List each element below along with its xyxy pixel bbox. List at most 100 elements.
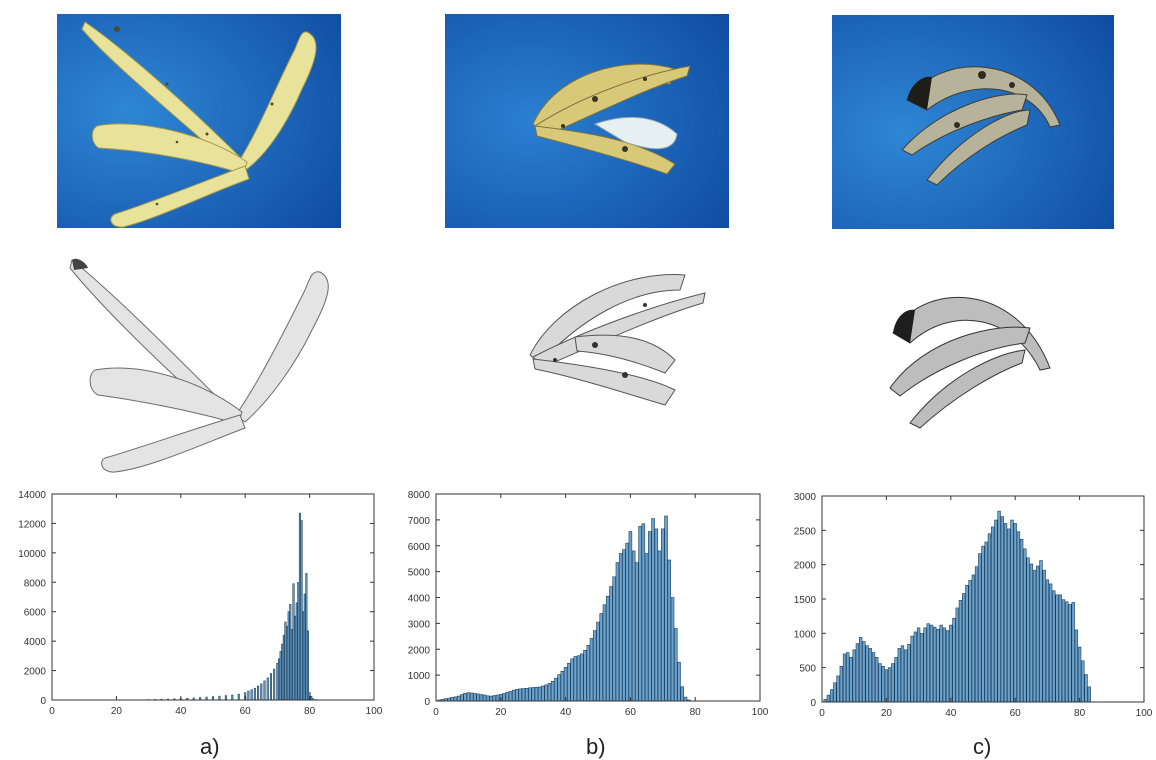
histogram-bar — [862, 641, 866, 703]
histogram-bar — [994, 519, 998, 703]
histogram-bar — [829, 689, 834, 703]
histogram-bar — [907, 644, 911, 703]
histogram-bar — [965, 584, 969, 703]
y-tick-label: 3000 — [408, 619, 431, 630]
histogram-bar — [865, 645, 869, 703]
histogram-bar — [936, 628, 940, 703]
histogram-bar — [833, 682, 837, 703]
histogram-bar — [1026, 557, 1030, 703]
x-tick-label: 60 — [1010, 708, 1022, 719]
histogram-bar — [1074, 629, 1079, 703]
x-tick-label: 100 — [1136, 708, 1153, 719]
y-tick-label: 0 — [424, 697, 430, 708]
photo-ripe-peel — [445, 14, 729, 228]
histogram-bar — [955, 607, 959, 703]
histogram-bar — [900, 645, 905, 703]
histogram-bar — [1029, 563, 1033, 703]
histogram-bar — [984, 541, 988, 703]
y-tick-label: 2000 — [408, 645, 431, 656]
histogram-bar — [1071, 602, 1075, 703]
x-tick-label: 20 — [111, 706, 123, 717]
histogram-bar — [958, 600, 963, 703]
histogram-bar — [887, 667, 892, 703]
histogram-bar — [1032, 569, 1037, 703]
x-tick-label: 40 — [175, 706, 187, 717]
histogram-bar — [904, 649, 908, 703]
segmented-gray-ripe — [515, 265, 735, 415]
x-tick-label: 80 — [690, 707, 702, 718]
x-tick-label: 60 — [240, 706, 252, 717]
x-tick-label: 0 — [49, 706, 55, 717]
histogram-bar — [842, 653, 847, 703]
histogram-bar — [884, 669, 889, 703]
panel-label-c: c) — [973, 734, 992, 759]
histogram-bar — [878, 663, 882, 703]
histogram-bar — [1081, 660, 1085, 703]
histogram-bar — [1061, 599, 1066, 703]
y-tick-label: 7000 — [408, 516, 431, 527]
histogram-bar — [1042, 569, 1046, 703]
histogram-bar — [962, 593, 966, 703]
histogram-bar — [1048, 583, 1053, 703]
y-tick-label: 1000 — [408, 671, 431, 682]
histogram-bar — [920, 633, 924, 703]
plot-frame — [51, 493, 375, 701]
histogram-bar — [1084, 674, 1088, 703]
histogram-bar — [939, 624, 943, 703]
panel-label-b: b) — [586, 734, 606, 759]
histogram-bar — [1087, 686, 1091, 703]
y-tick-label: 0 — [40, 696, 46, 707]
histogram-bar — [1077, 646, 1082, 703]
histogram-bar — [1000, 516, 1004, 703]
histogram-bar — [858, 637, 863, 703]
histogram-bar — [952, 617, 956, 703]
y-tick-label: 4000 — [24, 637, 47, 648]
histogram-bar — [971, 574, 976, 703]
histogram-bar — [836, 675, 840, 703]
histogram-bar — [974, 566, 979, 703]
y-tick-label: 12000 — [18, 519, 46, 530]
histogram-bar — [981, 545, 985, 703]
histogram-bar — [997, 510, 1001, 703]
x-tick-label: 40 — [945, 708, 957, 719]
histogram-bar — [849, 657, 853, 703]
y-tick-label: 6000 — [24, 608, 47, 619]
histogram-bar — [852, 649, 856, 703]
x-tick-label: 20 — [495, 707, 507, 718]
y-tick-label: 0 — [810, 698, 816, 709]
histogram-bar — [910, 635, 914, 703]
histogram-bar — [1023, 548, 1027, 703]
histogram-bar — [1068, 604, 1072, 703]
histogram-bar — [1039, 560, 1043, 703]
histogram-bar — [1055, 594, 1059, 703]
y-tick-label: 5000 — [408, 568, 431, 579]
histogram-bar — [839, 665, 843, 703]
histogram-bar — [987, 533, 992, 703]
y-tick-label: 8000 — [408, 490, 431, 501]
histogram-bar — [916, 627, 921, 703]
x-tick-label: 80 — [1074, 708, 1086, 719]
histogram-bar — [929, 624, 934, 703]
histogram-bar — [1058, 594, 1062, 703]
histogram-bar — [923, 627, 927, 703]
histogram-bar — [868, 648, 872, 703]
histogram-bar — [933, 626, 937, 703]
y-tick-label: 2500 — [794, 526, 817, 537]
x-tick-label: 100 — [366, 706, 383, 717]
y-tick-label: 14000 — [18, 490, 46, 501]
y-tick-label: 8000 — [24, 578, 47, 589]
x-tick-label: 20 — [881, 708, 893, 719]
histogram-bar — [855, 643, 860, 703]
photo-overripe-peel — [832, 15, 1114, 229]
x-tick-label: 0 — [819, 708, 825, 719]
histogram-bar — [1003, 523, 1008, 703]
histogram-bar — [942, 627, 947, 703]
x-tick-label: 100 — [752, 707, 769, 718]
histogram-bar — [1010, 519, 1014, 703]
y-tick-label: 4000 — [408, 594, 431, 605]
histogram-bar — [1007, 528, 1011, 703]
histogram-bar — [990, 526, 995, 703]
